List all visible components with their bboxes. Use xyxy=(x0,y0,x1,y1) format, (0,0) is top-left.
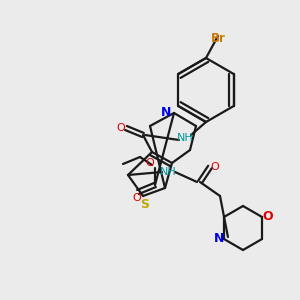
Text: NH: NH xyxy=(177,133,194,143)
Text: O: O xyxy=(146,158,154,168)
Text: O: O xyxy=(211,162,219,172)
Text: O: O xyxy=(263,211,273,224)
Text: O: O xyxy=(117,123,125,133)
Text: S: S xyxy=(140,197,149,211)
Text: NH: NH xyxy=(160,167,176,177)
Text: O: O xyxy=(133,193,141,203)
Text: Br: Br xyxy=(211,32,225,44)
Text: N: N xyxy=(214,232,224,245)
Text: N: N xyxy=(161,106,171,119)
